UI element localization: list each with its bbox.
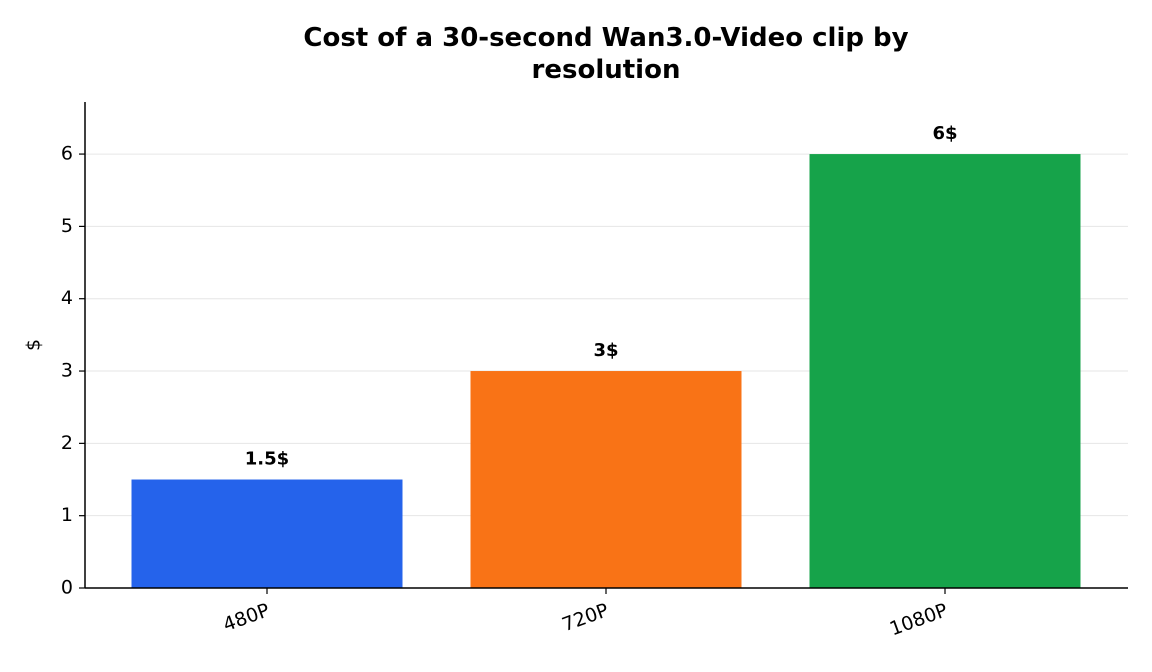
value-label: 1.5$ — [245, 449, 289, 470]
y-tick-label: 4 — [61, 287, 73, 309]
bar — [809, 154, 1081, 589]
x-tick-label: 480P — [220, 599, 272, 636]
chart-title: Cost of a 30-second Wan3.0-Video clip by… — [303, 23, 909, 85]
bar — [470, 371, 742, 588]
value-label: 6$ — [932, 123, 957, 144]
value-label: 3$ — [593, 340, 618, 361]
y-tick-label: 3 — [61, 360, 73, 382]
x-tick-label: 1080P — [887, 599, 951, 640]
y-tick-label: 1 — [61, 504, 73, 526]
y-tick-label: 0 — [61, 577, 73, 599]
y-tick-label: 6 — [61, 143, 73, 165]
y-tick-label: 5 — [61, 215, 73, 237]
y-axis-label: $ — [23, 339, 45, 351]
x-tick-label: 720P — [559, 599, 611, 636]
bar — [131, 479, 403, 588]
y-tick-label: 2 — [61, 432, 73, 454]
